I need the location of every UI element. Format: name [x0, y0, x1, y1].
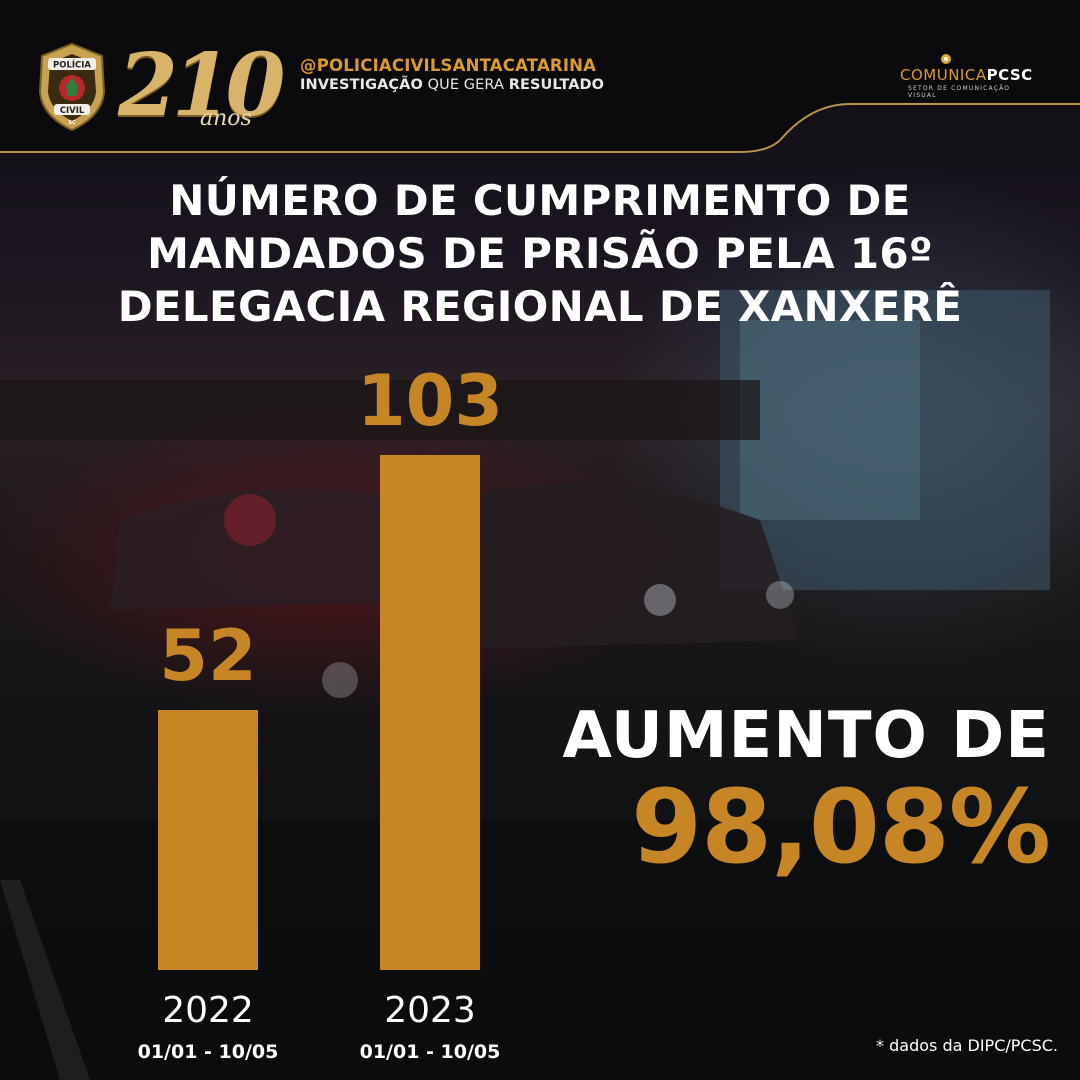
badge-state-label: SC [68, 120, 76, 126]
anniversary-logo: 210 anos [118, 35, 286, 140]
title-line-2: MANDADOS DE PRISÃO PELA 16º [147, 229, 933, 278]
title-line-3: DELEGACIA REGIONAL DE XANXERÊ [117, 282, 963, 331]
category-label-2022: 2022 [162, 990, 254, 1031]
slogan-part3: RESULTADO [508, 77, 605, 93]
title-line-1: NÚMERO DE CUMPRIMENTO DE [169, 176, 911, 225]
anniversary-number: 210 [118, 35, 286, 136]
badge-bottom-label: CIVIL [60, 106, 85, 116]
badge-top-label: POLÍCIA [53, 59, 91, 71]
chart-title: NÚMERO DE CUMPRIMENTO DE MANDADOS DE PRI… [0, 174, 1080, 333]
social-handle: @POLICIACIVILSANTACATARINA [300, 56, 597, 75]
brand-name: COMUNICAPCSC [900, 66, 1033, 84]
increase-callout: AUMENTO DE 98,08% [520, 699, 1051, 887]
bar-value-label-2023: 103 [357, 360, 503, 442]
police-badge-logo: POLÍCIA CIVIL SC [38, 42, 106, 132]
bar-2022 [158, 710, 258, 970]
category-label-2023: 2023 [384, 990, 476, 1031]
slogan: INVESTIGAÇÃO QUE GERA RESULTADO [300, 77, 604, 93]
bar-2023 [380, 455, 480, 970]
brand-name-bold: PCSC [986, 66, 1033, 84]
increase-label: AUMENTO DE [562, 699, 1050, 773]
header-band [0, 0, 1080, 153]
source-note: * dados da DIPC/PCSC. [876, 1036, 1058, 1055]
anniversary-word: anos [200, 106, 252, 131]
brand-mark-icon [941, 54, 951, 64]
slogan-part2: QUE GERA [422, 77, 509, 93]
bar-value-label-2022: 52 [159, 615, 256, 697]
comunica-pcsc-logo: COMUNICAPCSC SETOR DE COMUNICAÇÃO VISUAL [900, 52, 1040, 99]
slogan-part1: INVESTIGAÇÃO [300, 77, 423, 93]
period-label-2022: 01/01 - 10/05 [138, 1041, 279, 1063]
period-label-2023: 01/01 - 10/05 [360, 1041, 501, 1063]
increase-value: 98,08% [631, 768, 1051, 887]
brand-subtitle: SETOR DE COMUNICAÇÃO VISUAL [908, 85, 1011, 99]
brand-name-main: COMUNICA [900, 66, 987, 84]
